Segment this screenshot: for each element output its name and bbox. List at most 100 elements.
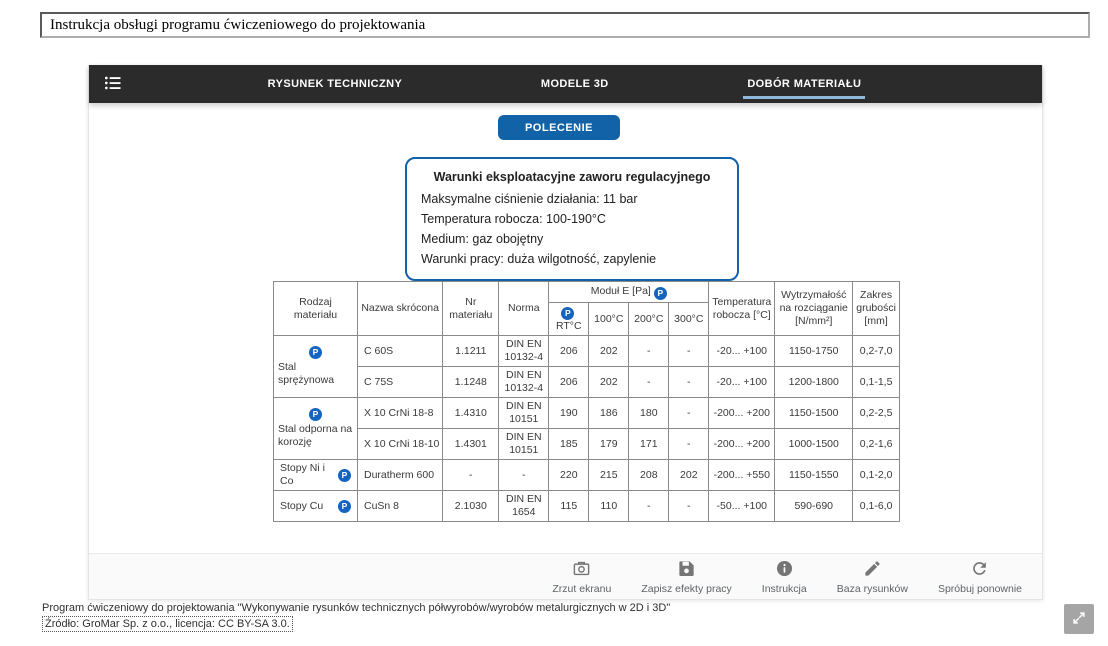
col-header-rodzaj: Rodzaj materiału (273, 281, 358, 336)
polecenie-button[interactable]: POLECENIE (498, 115, 620, 140)
operating-conditions-box: Warunki eksploatacyjne zaworu regulacyjn… (405, 157, 739, 281)
p-hint-icon[interactable]: P (653, 286, 667, 300)
save-icon (677, 559, 696, 581)
table-cell: 202 (588, 335, 630, 367)
rt-label: RT°C (556, 320, 582, 332)
material-group-cell: P Stal sprężynowa (273, 335, 358, 398)
material-group-label: Stopy Cu (280, 499, 324, 512)
col-header-modul-e: Moduł E [Pa] P (548, 281, 710, 303)
table-cell: 1.4310 (442, 397, 500, 429)
table-cell: -20... +100 (708, 366, 776, 398)
refresh-icon (970, 559, 989, 581)
p-hint-icon[interactable]: P (561, 307, 575, 320)
tab-dobor-materialu[interactable]: DOBÓR MATERIAŁU (729, 65, 879, 103)
table-cell: C 75S (356, 366, 444, 398)
exercise-app-panel: RYSUNEK TECHNICZNY MODELE 3D DOBÓR MATER… (88, 65, 1043, 600)
material-row: X 10 CrNi 18-10 1.4301 DIN EN 10151 185 179 1… (274, 428, 900, 460)
table-cell: 179 (588, 428, 630, 460)
material-group-cell: P Stal odporna na korozję (273, 397, 358, 460)
list-menu-icon (103, 73, 123, 96)
table-cell: 1.1248 (442, 366, 500, 398)
table-cell: 1150-1500 (774, 397, 854, 429)
tool-label: Zapisz efekty pracy (641, 582, 732, 595)
table-cell: X 10 CrNi 18-10 (356, 428, 444, 460)
material-row: P Stal sprężynowa C 60S 1.1211 DIN EN 10132-… (273, 335, 900, 398)
table-cell: 0,1-6,0 (852, 490, 900, 522)
info-icon (775, 559, 794, 581)
material-group-label: Stal sprężynowa (278, 361, 335, 386)
table-cell: 1150-1750 (774, 335, 854, 367)
col-subheader-100: 100°C (588, 302, 630, 336)
col-subheader-rt: PRT°C (548, 302, 590, 336)
tab-bar: RYSUNEK TECHNICZNY MODELE 3D DOBÓR MATER… (147, 65, 982, 103)
group-cell-inner: Stopy Ni i Co P (280, 462, 351, 488)
table-cell: - (668, 335, 710, 367)
table-cell: 590-690 (774, 490, 854, 522)
material-group-label: Stal odporna na korozję (278, 423, 353, 448)
tab-modele-3d[interactable]: MODELE 3D (523, 65, 627, 103)
table-cell: DIN EN 10151 (498, 428, 550, 460)
credits-line1: Program ćwiczeniowy do projektowania "Wy… (42, 602, 671, 614)
drawings-database-button[interactable]: Baza rysunków (837, 559, 908, 595)
p-hint-icon[interactable]: P (338, 468, 351, 482)
table-cell: Duratherm 600 (356, 459, 444, 491)
table-cell: -200... +550 (708, 459, 776, 491)
fullscreen-button[interactable] (1064, 604, 1094, 634)
lesson-title-input[interactable] (40, 12, 1090, 38)
table-cell: - (628, 490, 670, 522)
menu-button[interactable] (89, 65, 137, 103)
table-cell: DIN EN 10132-4 (498, 366, 550, 398)
table-cell: CuSn 8 (356, 490, 444, 522)
table-cell: - (628, 366, 670, 398)
credits-source-link[interactable]: Źródło: GroMar Sp. z o.o., licencja: CC … (42, 616, 293, 632)
tool-label: Instrukcja (761, 582, 807, 595)
screenshot-button[interactable]: Zrzut ekranu (552, 559, 611, 595)
p-hint-icon[interactable]: P (309, 346, 322, 359)
retry-button[interactable]: Spróbuj ponownie (938, 559, 1022, 595)
table-cell: 185 (548, 428, 590, 460)
table-cell: - (668, 490, 710, 522)
table-cell: 208 (628, 459, 670, 491)
app-navbar: RYSUNEK TECHNICZNY MODELE 3D DOBÓR MATER… (89, 65, 1042, 103)
group-cell-inner: Stopy Cu P (280, 499, 351, 513)
table-cell: - (668, 397, 710, 429)
table-cell: 2.1030 (442, 490, 500, 522)
table-cell: -200... +200 (708, 428, 776, 460)
table-cell: DIN EN 1654 (498, 490, 550, 522)
table-cell: 186 (588, 397, 630, 429)
table-cell: - (498, 459, 550, 491)
col-header-nr: Nr materiału (442, 281, 500, 336)
col-header-zakres: Zakres grubości [mm] (852, 281, 900, 336)
table-cell: -200... +200 (708, 397, 776, 429)
footer-toolbar: Zrzut ekranu Zapisz efekty pracy Instr (89, 553, 1042, 599)
condition-line: Medium: gaz obojętny (421, 232, 544, 246)
table-cell: 0,1-2,0 (852, 459, 900, 491)
table-cell: -20... +100 (708, 335, 776, 367)
table-cell: - (668, 366, 710, 398)
table-cell: 202 (588, 366, 630, 398)
p-hint-icon[interactable]: P (338, 499, 351, 513)
table-cell: 110 (588, 490, 630, 522)
table-cell: 1000-1500 (774, 428, 854, 460)
table-cell: 180 (628, 397, 670, 429)
tab-rysunek-techniczny[interactable]: RYSUNEK TECHNICZNY (250, 65, 421, 103)
table-cell: 1.1211 (442, 335, 500, 367)
condition-line: Warunki pracy: duża wilgotność, zapyleni… (421, 252, 657, 266)
col-header-temperatura: Temperatura robocza [°C] (708, 281, 776, 336)
table-cell: 1150-1550 (774, 459, 854, 491)
condition-line: Temperatura robocza: 100-190°C (421, 212, 606, 226)
material-row: C 75S 1.1248 DIN EN 10132-4 206 202- - -20... … (274, 366, 900, 398)
table-cell: 171 (628, 428, 670, 460)
material-group-cell: Stopy Cu P (273, 490, 358, 522)
table-cell: 115 (548, 490, 590, 522)
table-cell: 1.4301 (442, 428, 500, 460)
table-cell: 0,2-1,6 (852, 428, 900, 460)
pencil-icon (863, 559, 882, 581)
conditions-title: Warunki eksploatacyjne zaworu regulacyjn… (433, 170, 711, 184)
p-hint-icon[interactable]: P (309, 408, 322, 421)
table-cell: 190 (548, 397, 590, 429)
table-cell: DIN EN 10151 (498, 397, 550, 429)
save-button[interactable]: Zapisz efekty pracy (641, 559, 732, 595)
instruction-button[interactable]: Instrukcja (762, 559, 807, 595)
table-cell: X 10 CrNi 18-8 (356, 397, 444, 429)
